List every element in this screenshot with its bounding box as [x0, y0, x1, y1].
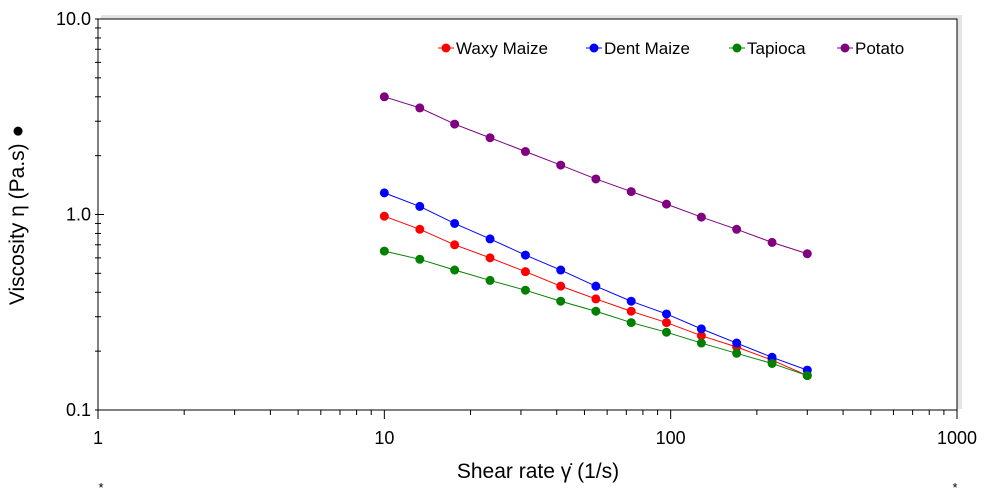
data-point [696, 324, 706, 334]
data-point [661, 327, 671, 337]
series-potato [379, 92, 812, 259]
data-point [450, 240, 460, 250]
data-point [520, 285, 530, 295]
data-point [379, 188, 389, 198]
legend-label: Waxy Maize [456, 39, 548, 58]
data-point [450, 265, 460, 275]
data-point [696, 338, 706, 348]
data-point [696, 331, 706, 341]
plot-area [97, 18, 958, 411]
data-point [626, 306, 636, 316]
y-tick-label: 1.0 [66, 205, 91, 225]
data-point [767, 237, 777, 247]
data-point [732, 338, 742, 348]
data-point [415, 103, 425, 113]
legend-item: Tapioca [729, 39, 806, 58]
data-point [379, 211, 389, 221]
legend-label: Potato [855, 39, 904, 58]
series-tapioca [379, 246, 812, 381]
data-point [591, 174, 601, 184]
data-point [626, 187, 636, 197]
x-tick-label: 1 [93, 428, 103, 448]
data-point [661, 199, 671, 209]
x-tick-label: 10 [374, 428, 394, 448]
data-point [591, 306, 601, 316]
data-point [767, 352, 777, 362]
data-point [802, 249, 812, 259]
data-point [415, 201, 425, 211]
data-point [661, 309, 671, 319]
data-point [556, 265, 566, 275]
legend-item: Waxy Maize [438, 39, 548, 58]
data-point [520, 267, 530, 277]
data-point [661, 318, 671, 328]
x-tick-label: 1000 [937, 428, 977, 448]
data-point [732, 224, 742, 234]
data-point [556, 296, 566, 306]
data-point [379, 246, 389, 256]
data-point [556, 160, 566, 170]
data-point [732, 348, 742, 358]
y-axis-label: Viscosity η (Pa.s) ● [6, 125, 29, 305]
legend-marker [840, 43, 850, 53]
data-point [485, 275, 495, 285]
data-point [556, 281, 566, 291]
data-point [626, 296, 636, 306]
legend-item: Potato [837, 39, 904, 58]
footnote-mark-right: * [952, 480, 957, 491]
legend-marker [732, 43, 742, 53]
data-point [415, 254, 425, 264]
x-axis-label: Shear rate γ̇ (1/s) [457, 460, 619, 483]
legend-item: Dent Maize [586, 39, 690, 58]
legend-label: Dent Maize [604, 39, 690, 58]
legend-label: Tapioca [747, 39, 806, 58]
data-point [626, 318, 636, 328]
data-point [520, 250, 530, 260]
data-point [591, 294, 601, 304]
data-point [485, 133, 495, 143]
y-tick-label: 0.1 [66, 400, 91, 420]
data-point [591, 281, 601, 291]
x-tick-label: 100 [656, 428, 686, 448]
data-point [520, 147, 530, 157]
data-point [450, 218, 460, 228]
data-point [485, 253, 495, 263]
data-point [767, 358, 777, 368]
data-point [485, 234, 495, 244]
legend-marker [441, 43, 451, 53]
data-point [696, 212, 706, 222]
y-tick-label: 10.0 [56, 9, 91, 29]
legend-marker [589, 43, 599, 53]
data-point [802, 371, 812, 381]
data-point [450, 119, 460, 129]
footnote-mark-left: * [98, 480, 103, 491]
data-point [415, 224, 425, 234]
data-point [379, 92, 389, 102]
